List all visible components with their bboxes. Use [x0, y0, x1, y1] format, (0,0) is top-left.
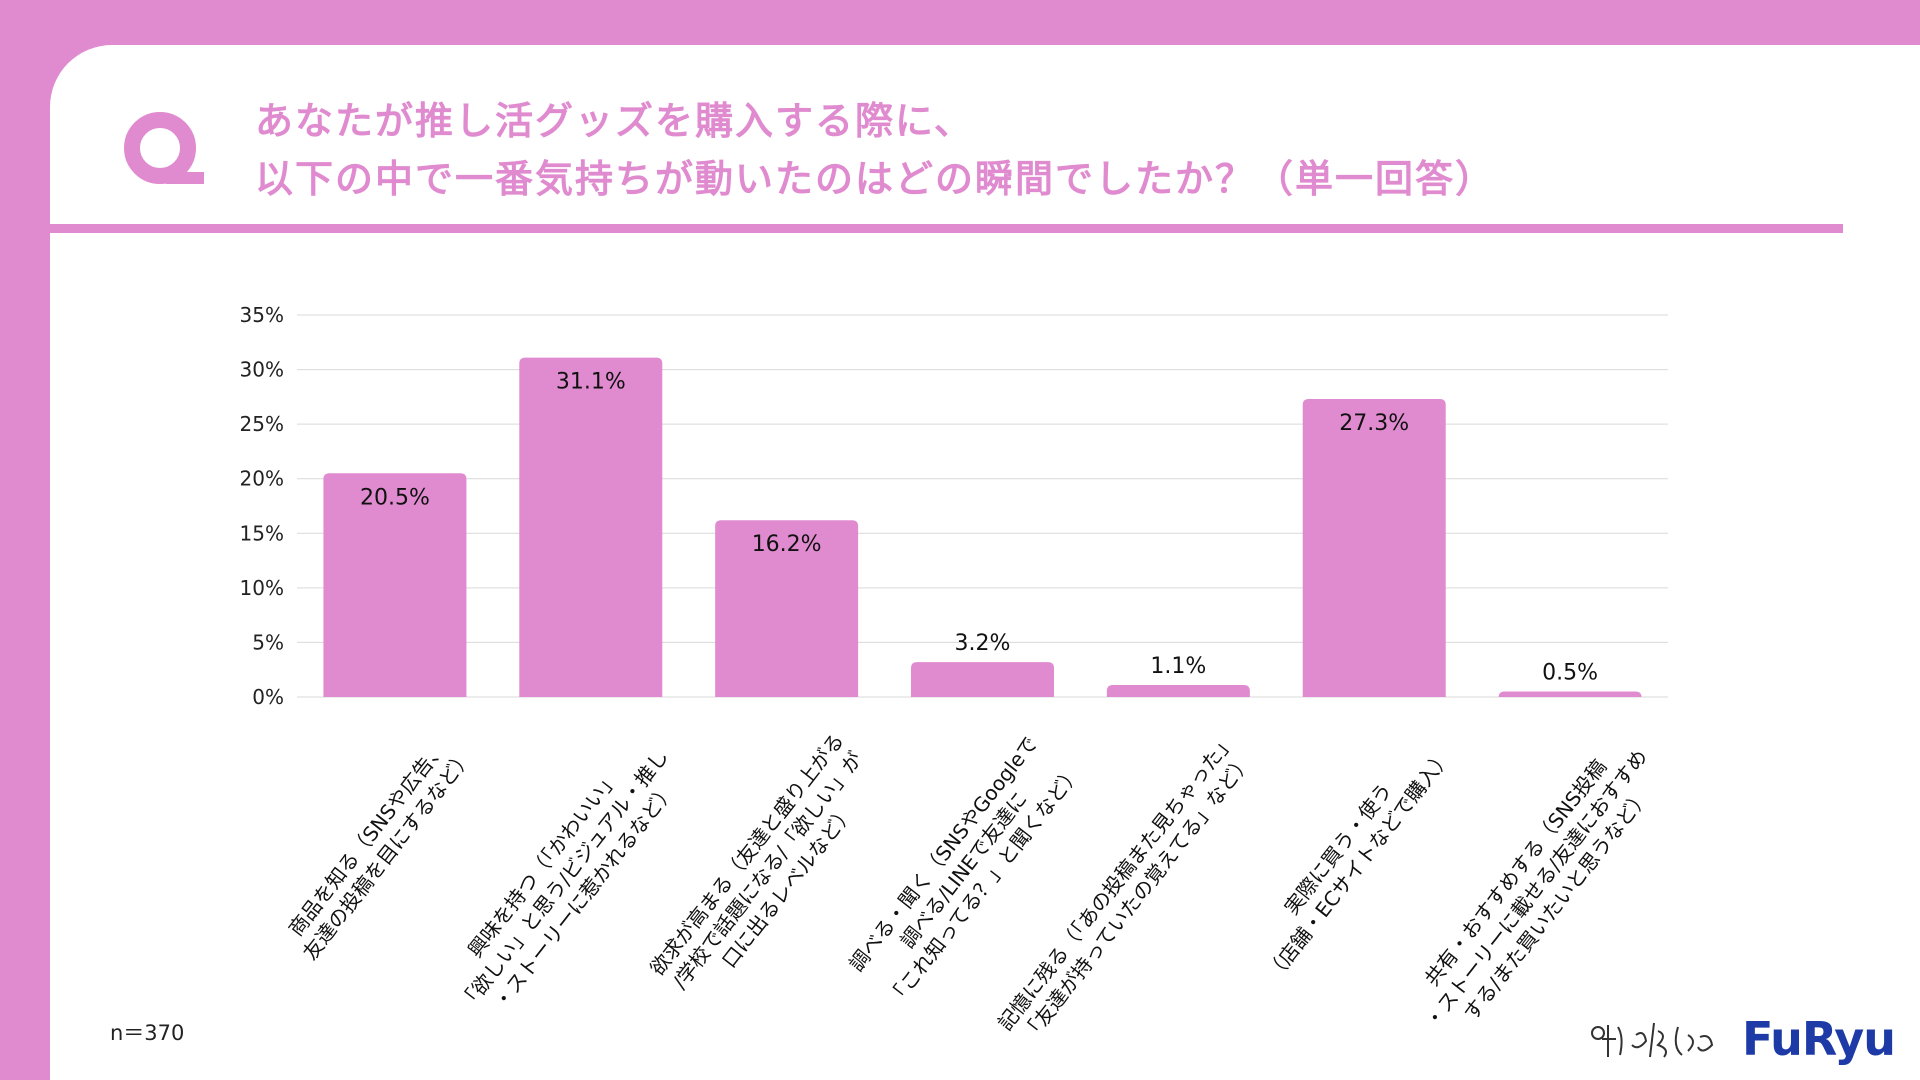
- title-divider: [50, 224, 1843, 233]
- y-tick-label: 5%: [252, 630, 284, 654]
- value-label: 0.5%: [1542, 661, 1598, 686]
- y-tick-label: 35%: [240, 303, 284, 327]
- value-label: 31.1%: [556, 370, 626, 395]
- bar: [911, 662, 1054, 697]
- value-label: 16.2%: [752, 532, 822, 557]
- y-tick-label: 30%: [240, 358, 284, 382]
- bar: [519, 357, 663, 697]
- y-tick-label: 10%: [240, 576, 284, 600]
- question-title: あなたが推し活グッズを購入する際に、 以下の中で一番気持ちが動いたのはどの瞬間で…: [255, 92, 1495, 208]
- title-line-1: あなたが推し活グッズを購入する際に、: [255, 99, 974, 143]
- y-tick-label: 20%: [240, 467, 284, 491]
- value-label: 20.5%: [360, 485, 430, 510]
- bar: [1498, 691, 1642, 698]
- y-tick-label: 25%: [240, 412, 284, 436]
- handwritten-logo: [1591, 1022, 1714, 1058]
- value-label: 3.2%: [955, 631, 1011, 656]
- y-tick-label: 15%: [240, 521, 284, 545]
- y-tick-label: 0%: [252, 685, 284, 709]
- value-label: 27.3%: [1339, 411, 1409, 436]
- sample-size: n＝370: [110, 1021, 185, 1045]
- bar: [323, 473, 467, 697]
- furyu-logo: FuRyu: [1742, 1012, 1896, 1066]
- value-label: 1.1%: [1150, 654, 1206, 679]
- title-line-2: 以下の中で一番気持ちが動いたのはどの瞬間でしたか？（単一回答）: [255, 157, 1496, 201]
- bar: [1106, 684, 1250, 697]
- q-icon: [124, 112, 204, 184]
- bar: [1302, 399, 1446, 697]
- bar: [715, 520, 859, 697]
